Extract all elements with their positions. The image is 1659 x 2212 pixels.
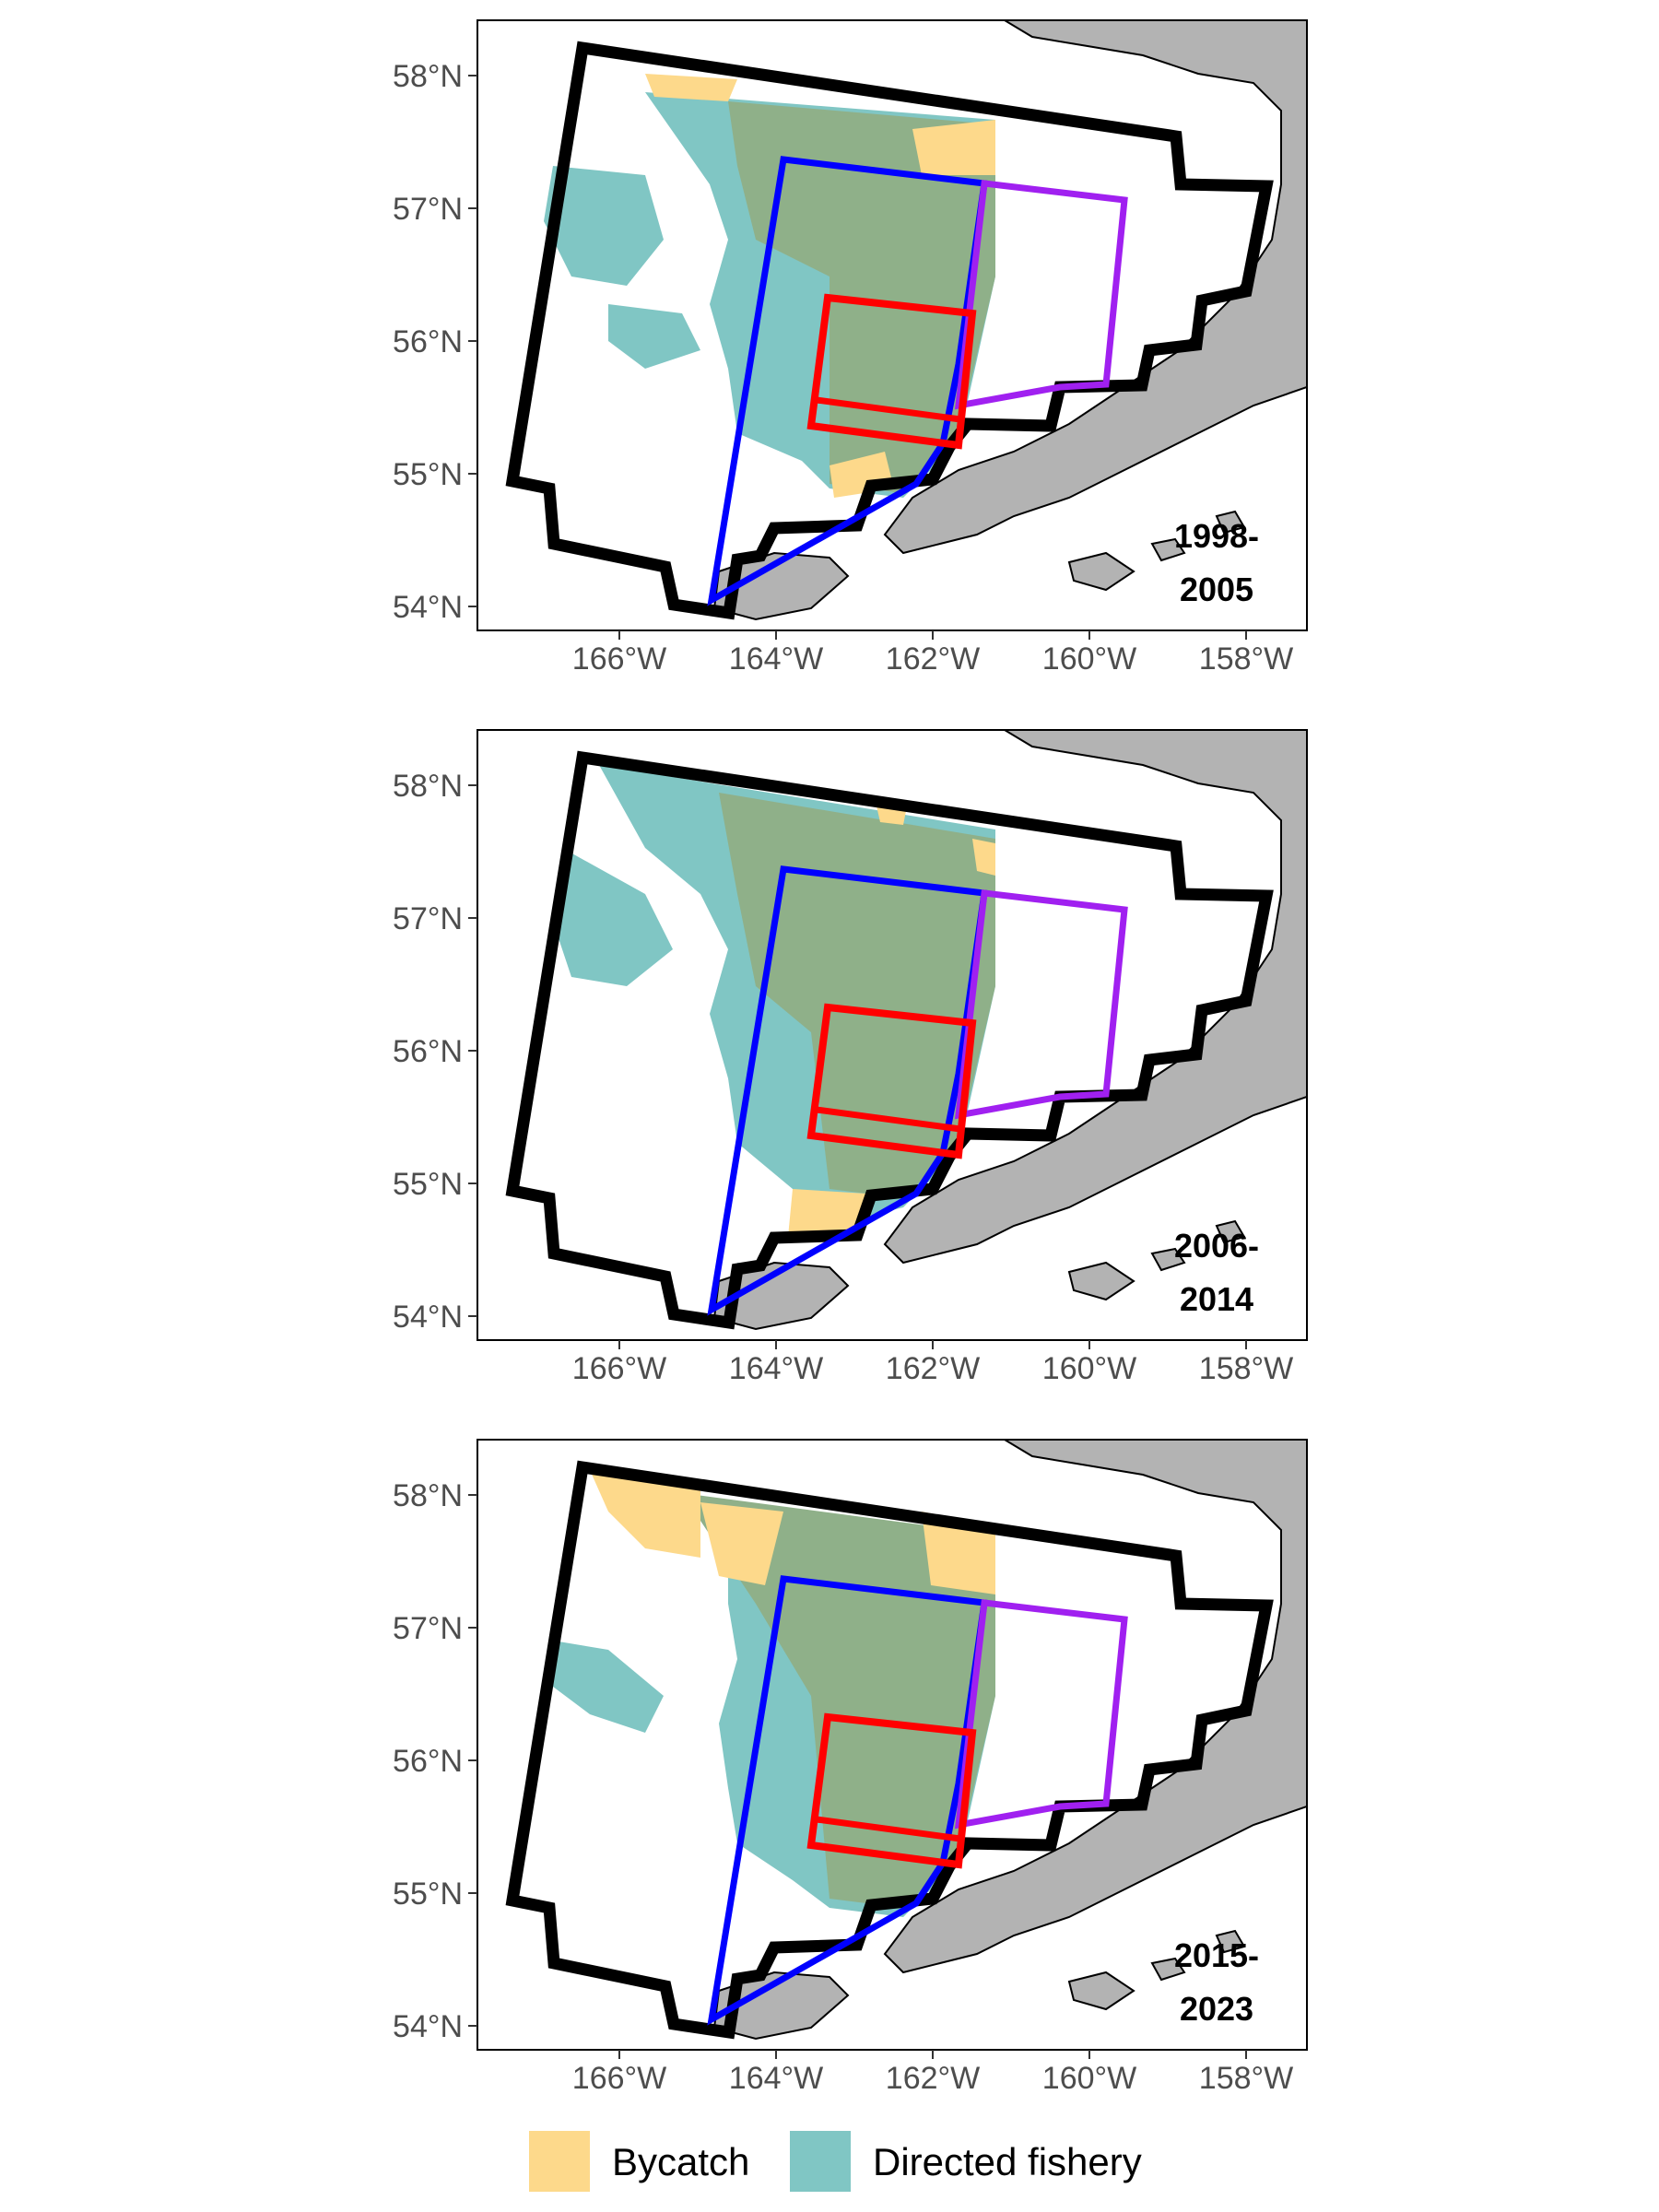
legend-label-directed-fishery: Directed fishery (873, 2140, 1142, 2183)
red-area (806, 1712, 977, 1869)
period-label-line1: 2015- (1174, 1936, 1259, 1974)
period-label-line1: 1998- (1174, 517, 1259, 555)
bycatch-area (590, 1470, 700, 1558)
panel-frame (477, 1439, 1308, 2051)
red-area-inner-line (816, 1816, 961, 1842)
lat-tick-label: 58°N (393, 769, 463, 804)
lon-tick-label: 158°W (1199, 641, 1293, 677)
map-panel-3: 2015- 2023 (477, 1439, 1308, 2051)
purple-area (954, 180, 1128, 410)
lon-tick-label: 160°W (1042, 641, 1136, 677)
map-panel-2: 2006- 2014 (477, 729, 1308, 1341)
lon-tick-label: 160°W (1042, 2061, 1136, 2096)
purple-area (954, 889, 1128, 1120)
directed-fishery-scatter (544, 166, 664, 286)
bycatch-area (912, 120, 995, 175)
lat-tick-label: 56°N (393, 1034, 463, 1069)
map-panel-1: 1998- 2005 (477, 19, 1308, 631)
legend-key-directed-fishery (790, 2131, 851, 2192)
lon-tick-label: 162°W (886, 2061, 980, 2096)
red-area (806, 293, 977, 450)
lat-tick-label: 58°N (393, 59, 463, 94)
red-area (806, 1003, 977, 1159)
land-mainland (883, 20, 1307, 555)
lon-tick-label: 164°W (729, 641, 823, 677)
directed-fishery-scatter (608, 304, 700, 369)
lon-tick-label: 158°W (1199, 2061, 1293, 2096)
lat-tick-label: 54°N (393, 1300, 463, 1335)
lat-tick-label: 57°N (393, 901, 463, 936)
management-boundary (505, 750, 1274, 1330)
lat-tick-label: 55°N (393, 457, 463, 492)
lon-tick-label: 162°W (886, 1351, 980, 1386)
lat-tick-label: 58°N (393, 1478, 463, 1513)
overlap-area (728, 101, 995, 493)
land-islands (1067, 1929, 1246, 2011)
lon-tick-label: 160°W (1042, 1351, 1136, 1386)
lat-tick-label: 54°N (393, 590, 463, 625)
red-area-inner-line (816, 1106, 961, 1133)
land (712, 20, 1307, 621)
bycatch-area (788, 1189, 866, 1237)
period-label-line2: 2005 (1180, 571, 1253, 608)
lat-tick-label: 56°N (393, 324, 463, 359)
bycatch-area (972, 839, 995, 876)
management-boundary (505, 1460, 1274, 2040)
lat-tick-label: 54°N (393, 2009, 463, 2044)
directed-fishery-scatter (553, 848, 673, 986)
lon-tick-label: 162°W (886, 641, 980, 677)
lat-tick-label: 55°N (393, 1877, 463, 1912)
period-label-line1: 2006- (1174, 1227, 1259, 1265)
lat-tick-label: 57°N (393, 1611, 463, 1646)
bycatch-area (645, 74, 737, 101)
legend-key-bycatch (529, 2131, 590, 2192)
lat-tick-label: 56°N (393, 1744, 463, 1779)
lon-tick-label: 158°W (1199, 1351, 1293, 1386)
land (712, 730, 1307, 1331)
lon-tick-label: 164°W (729, 2061, 823, 2096)
land-islands (1067, 1219, 1246, 1301)
lat-tick-label: 55°N (393, 1167, 463, 1202)
panel-frame (477, 19, 1308, 631)
lon-tick-label: 166°W (572, 1351, 666, 1386)
management-boundary (505, 41, 1274, 620)
fishing-footprint (544, 74, 995, 498)
period-label-line2: 2014 (1180, 1280, 1253, 1318)
red-area-inner-line (816, 396, 961, 423)
bycatch-area (922, 1512, 995, 1594)
legend-label-bycatch: Bycatch (612, 2140, 749, 2183)
period-label-line2: 2023 (1180, 1990, 1253, 2028)
legend: Bycatch Directed fishery (529, 2131, 1142, 2192)
land-mainland (883, 1440, 1307, 1974)
purple-area (954, 1599, 1128, 1830)
axes-layer: 166°W 164°W 162°W 160°W 158°W 58°N 57°N 56°N 55°… (393, 59, 1293, 2096)
directed-fishery-scatter (553, 1641, 664, 1733)
lon-tick-label: 166°W (572, 2061, 666, 2096)
bycatch-area (700, 1502, 783, 1585)
land (712, 1440, 1307, 2041)
lon-tick-label: 166°W (572, 641, 666, 677)
fishing-footprint (553, 1470, 995, 1917)
lat-tick-label: 57°N (393, 192, 463, 227)
land-islands (1067, 510, 1246, 592)
overlap-area (719, 793, 995, 1198)
panel-frame (477, 729, 1308, 1341)
land-mainland (883, 730, 1307, 1265)
lon-tick-label: 164°W (729, 1351, 823, 1386)
